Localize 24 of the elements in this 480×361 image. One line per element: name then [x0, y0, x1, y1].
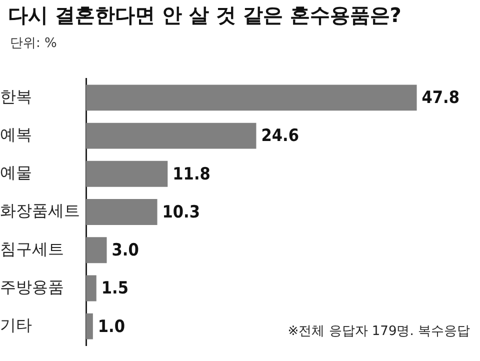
data-label: 10.3 [162, 202, 200, 222]
bar [86, 160, 168, 187]
y-tick-label: 침구세트 [0, 239, 64, 258]
bar [86, 237, 107, 264]
chart-title: 다시 결혼한다면 안 살 것 같은 혼수용품은? [8, 2, 402, 29]
data-label: 47.8 [422, 88, 460, 108]
y-tick-label: 예복 [0, 124, 32, 144]
bar [86, 199, 158, 225]
data-label: 1.0 [98, 316, 126, 337]
data-label: 1.5 [101, 278, 128, 299]
y-tick-label: 기타 [0, 316, 32, 334]
bar [86, 313, 93, 340]
chart-subtitle: 단위: % [10, 35, 57, 52]
y-tick-label: 주방용품 [0, 277, 64, 296]
annotation: ※전체 응답자 179명. 복수응답 [288, 322, 470, 340]
data-label: 3.0 [112, 240, 139, 261]
y-tick-label: 화장품세트 [0, 201, 80, 220]
bar [86, 275, 96, 302]
bar [86, 122, 256, 149]
y-tick-label: 예물 [0, 163, 32, 182]
data-label: 24.6 [261, 126, 299, 146]
bar [86, 84, 417, 111]
data-label: 11.8 [172, 164, 210, 184]
y-tick-label: 한복 [0, 86, 32, 106]
